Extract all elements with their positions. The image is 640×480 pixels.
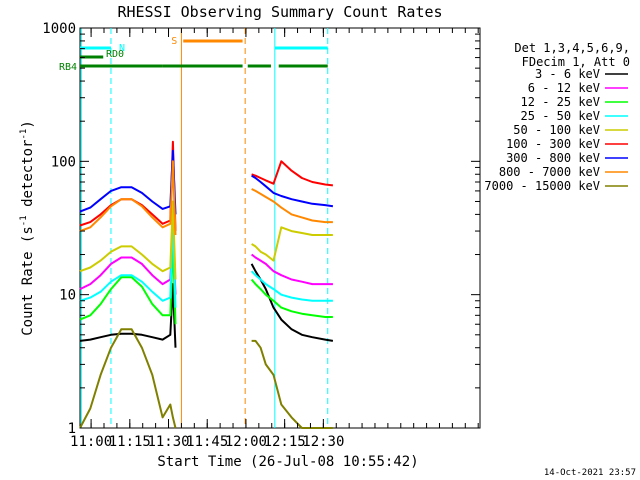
y-axis-label-exp-2: -1 (19, 129, 29, 140)
x-tick-label-3: 11:45 (186, 434, 228, 450)
y-axis-ticks: 1 10 100 1000 (42, 21, 480, 437)
series-line-6-12-kev-0 (79, 230, 177, 295)
legend-label-300-800-kev: 300 - 800 keV (506, 151, 600, 165)
chart-title: RHESSI Observing Summary Count Rates (117, 3, 442, 21)
legend-header-line-2: FDecim 1, Att 0 (522, 55, 630, 69)
legend-label-100-300-kev: 100 - 300 keV (506, 137, 600, 151)
series-lines (79, 140, 334, 429)
y-tick-label-1: 10 (59, 288, 76, 304)
x-tick-label-5: 12:15 (264, 434, 306, 450)
series-line-800-7000-kev-1 (251, 188, 333, 224)
series-line-6-12-kev-1 (250, 253, 333, 286)
series-line-100-300-kev-1 (251, 160, 334, 187)
flag-label-s: S (171, 36, 177, 47)
y-tick-label-0: 1 (68, 421, 76, 437)
x-tick-label-2: 11:30 (147, 434, 189, 450)
y-axis-label-mid: detector (20, 140, 36, 216)
series-line-3-6-kev-0 (79, 283, 177, 348)
legend: Det 1,3,4,5,6,9, FDecim 1, Att 0 3 - 6 k… (484, 41, 630, 193)
x-tick-label-6: 12:30 (302, 434, 344, 450)
flag-label-rd0: RD0 (106, 49, 124, 60)
plot-frame (79, 27, 481, 429)
series-line-7000-15000-kev-1 (251, 339, 333, 429)
legend-label-3-6-kev: 3 - 6 keV (535, 67, 600, 81)
legend-label-25-50-kev: 25 - 50 keV (521, 109, 600, 123)
series-line-12-25-kev-1 (250, 278, 333, 318)
x-tick-label-0: 11:00 (70, 434, 112, 450)
y-axis-label-main: Count Rate (s (20, 226, 36, 336)
y-tick-label-3: 1000 (42, 21, 76, 37)
series-line-300-800-kev-1 (251, 174, 334, 208)
flag-label-n: N (119, 43, 125, 54)
series-line-800-7000-kev-0 (79, 160, 177, 236)
date-stamp: 14-Oct-2021 23:57 (544, 468, 636, 478)
legend-label-50-100-kev: 50 - 100 keV (513, 123, 600, 137)
x-tick-label-1: 11:15 (109, 434, 151, 450)
legend-label-6-12-kev: 6 - 12 keV (528, 81, 600, 95)
y-axis-label-exp-1: -1 (19, 215, 29, 226)
series-line-50-100-kev-0 (79, 200, 177, 280)
legend-label-800-7000-kev: 800 - 7000 keV (499, 165, 600, 179)
series-line-12-25-kev-0 (79, 240, 177, 325)
vertical-marker-lines (80, 28, 329, 428)
flag-label-rb4: RB4 (59, 62, 77, 73)
series-line-25-50-kev-1 (250, 270, 333, 302)
legend-header-line-1: Det 1,3,4,5,6,9, (514, 41, 630, 55)
x-axis-label: Start Time (26-Jul-08 10:55:42) (157, 454, 418, 470)
x-tick-label-4: 12:00 (225, 434, 267, 450)
legend-label-7000-15000-kev: 7000 - 15000 keV (484, 179, 600, 193)
series-line-300-800-kev-0 (79, 149, 177, 215)
series-line-25-50-kev-0 (79, 213, 177, 308)
series-line-7000-15000-kev-0 (79, 328, 177, 429)
series-line-3-6-kev-1 (250, 263, 334, 342)
series-line-50-100-kev-1 (251, 226, 333, 262)
y-axis-label-close: ) (20, 120, 36, 128)
y-axis-label: Count Rate (s-1 detector-1) (19, 120, 36, 336)
legend-label-12-25-kev: 12 - 25 keV (521, 95, 600, 109)
y-tick-label-2: 100 (51, 154, 76, 170)
